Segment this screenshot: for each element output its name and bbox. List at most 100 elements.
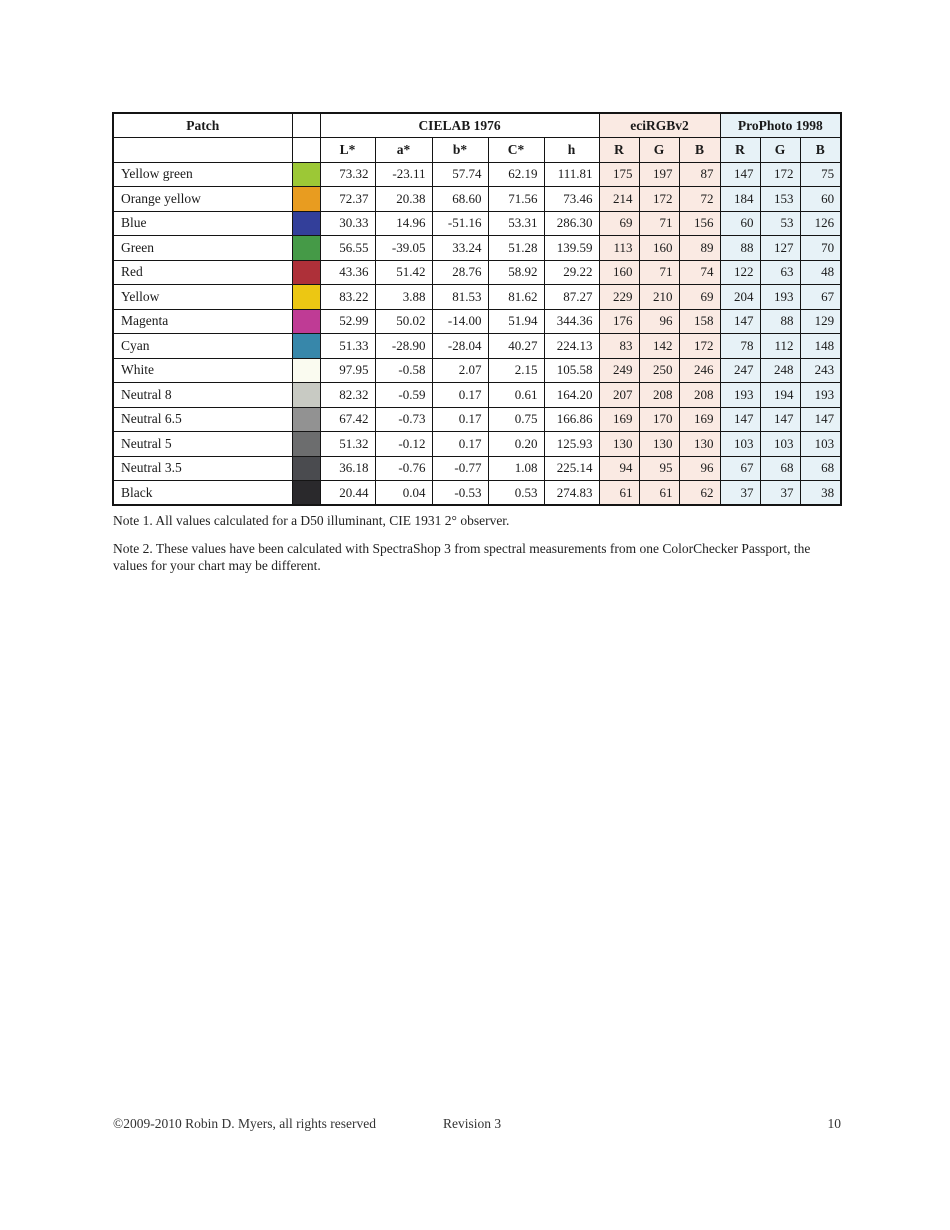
cielab-value: 73.32: [319, 161, 376, 187]
prophoto-value: 53: [759, 210, 801, 236]
col-header-h: h: [543, 137, 600, 163]
cielab-value: 81.53: [431, 284, 489, 310]
ecirgb-value: 207: [598, 382, 640, 408]
prophoto-value: 38: [799, 480, 842, 506]
cielab-value: 52.99: [319, 308, 376, 334]
ecirgb-value: 130: [678, 431, 721, 457]
patch-name: Neutral 6.5: [112, 406, 293, 432]
cielab-value: 51.94: [487, 308, 545, 334]
cielab-value: 1.08: [487, 455, 545, 481]
cielab-value: 111.81: [543, 161, 600, 187]
prophoto-value: 184: [719, 186, 761, 212]
prophoto-value: 193: [799, 382, 842, 408]
prophoto-value: 112: [759, 333, 801, 359]
cielab-value: 51.42: [374, 259, 433, 285]
color-swatch: [291, 455, 321, 481]
cielab-value: 51.32: [319, 431, 376, 457]
prophoto-value: 60: [799, 186, 842, 212]
ecirgb-value: 208: [678, 382, 721, 408]
cielab-value: 20.44: [319, 480, 376, 506]
patch-subheader-empty: [112, 137, 293, 163]
cielab-value: -14.00: [431, 308, 489, 334]
cielab-value: 36.18: [319, 455, 376, 481]
ecirgb-value: 229: [598, 284, 640, 310]
note-2: Note 2. These values have been calculate…: [113, 541, 811, 573]
ecirgb-value: 61: [598, 480, 640, 506]
color-swatch: [291, 186, 321, 212]
prophoto-value: 127: [759, 235, 801, 261]
patch-name: Neutral 5: [112, 431, 293, 457]
prophoto-value: 67: [719, 455, 761, 481]
col-header-eci-g: G: [638, 137, 680, 163]
col-header-lstar: L*: [319, 137, 376, 163]
cielab-value: 56.55: [319, 235, 376, 261]
color-swatch: [291, 210, 321, 236]
cielab-value: 82.32: [319, 382, 376, 408]
color-values-table: Patch CIELAB 1976 eciRGBv2 ProPhoto 1998…: [112, 112, 843, 506]
cielab-value: -28.04: [431, 333, 489, 359]
cielab-value: -0.58: [374, 357, 433, 383]
table-body: Yellow green 73.32 -23.11 57.74 62.19 111.81 1…: [112, 161, 842, 506]
cielab-value: 2.15: [487, 357, 545, 383]
prophoto-value: 68: [759, 455, 801, 481]
cielab-value: 53.31: [487, 210, 545, 236]
cielab-value: 40.27: [487, 333, 545, 359]
prophoto-value: 88: [759, 308, 801, 334]
ecirgb-value: 197: [638, 161, 680, 187]
cielab-value: 30.33: [319, 210, 376, 236]
cielab-value: -0.53: [431, 480, 489, 506]
table-row: Yellow green 73.32 -23.11 57.74 62.19 111.81 1…: [112, 161, 842, 187]
table-row: Neutral 8 82.32 -0.59 0.17 0.61 164.20 207 208 2…: [112, 382, 842, 408]
ecirgb-value: 113: [598, 235, 640, 261]
ecirgb-value: 158: [678, 308, 721, 334]
ecirgb-value: 71: [638, 259, 680, 285]
prophoto-value: 193: [759, 284, 801, 310]
prophoto-value: 37: [719, 480, 761, 506]
col-header-pro-g: G: [759, 137, 801, 163]
ecirgb-value: 172: [638, 186, 680, 212]
color-swatch: [291, 308, 321, 334]
prophoto-value: 147: [799, 406, 842, 432]
cielab-value: 224.13: [543, 333, 600, 359]
prophoto-value: 78: [719, 333, 761, 359]
cielab-value: 83.22: [319, 284, 376, 310]
cielab-value: 62.19: [487, 161, 545, 187]
ecirgb-value: 172: [678, 333, 721, 359]
cielab-value: 125.93: [543, 431, 600, 457]
ecirgb-value: 156: [678, 210, 721, 236]
ecirgb-value: 246: [678, 357, 721, 383]
cielab-value: 344.36: [543, 308, 600, 334]
patch-name: Magenta: [112, 308, 293, 334]
color-swatch: [291, 161, 321, 187]
table-row: Green 56.55 -39.05 33.24 51.28 139.59 113 160 89…: [112, 235, 842, 261]
ecirgb-value: 210: [638, 284, 680, 310]
prophoto-value: 172: [759, 161, 801, 187]
prophoto-value: 129: [799, 308, 842, 334]
prophoto-value: 63: [759, 259, 801, 285]
patch-name: Red: [112, 259, 293, 285]
ecirgb-value: 72: [678, 186, 721, 212]
cielab-value: 81.62: [487, 284, 545, 310]
cielab-value: -0.76: [374, 455, 433, 481]
patch-name: Yellow green: [112, 161, 293, 187]
prophoto-value: 103: [759, 431, 801, 457]
cielab-value: -0.59: [374, 382, 433, 408]
ecirgb-value: 169: [598, 406, 640, 432]
patch-column-header: Patch: [112, 112, 293, 138]
prophoto-value: 148: [799, 333, 842, 359]
prophoto-value: 243: [799, 357, 842, 383]
cielab-value: 58.92: [487, 259, 545, 285]
cielab-value: 97.95: [319, 357, 376, 383]
cielab-value: 0.53: [487, 480, 545, 506]
cielab-value: 164.20: [543, 382, 600, 408]
cielab-value: 0.17: [431, 382, 489, 408]
prophoto-value: 68: [799, 455, 842, 481]
patch-name: Black: [112, 480, 293, 506]
color-swatch: [291, 431, 321, 457]
prophoto-value: 122: [719, 259, 761, 285]
prophoto-value: 204: [719, 284, 761, 310]
color-swatch: [291, 406, 321, 432]
prophoto-value: 70: [799, 235, 842, 261]
cielab-value: 139.59: [543, 235, 600, 261]
cielab-value: 0.61: [487, 382, 545, 408]
